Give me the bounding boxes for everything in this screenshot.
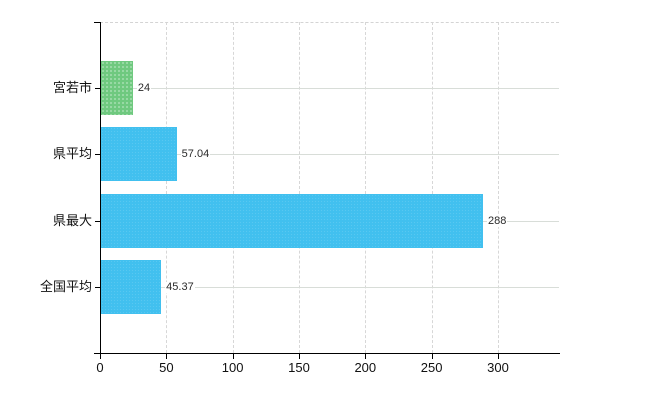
category-label: 県最大 [52,212,92,228]
plot-top-border [100,22,559,23]
x-tick [166,354,168,359]
y-tick [95,154,100,156]
y-axis-line [100,22,101,358]
x-tick-label: 100 [221,360,244,375]
bar-3[interactable] [101,193,484,248]
x-tick-label: 150 [288,360,310,375]
x-tick [365,354,367,359]
x-tick-label: 250 [420,360,443,375]
gridline-vertical [298,22,300,353]
gridline-horizontal [100,88,559,90]
y-tick [95,88,100,90]
category-label: 宮若市 [52,80,92,96]
x-axis-line [94,353,560,354]
y-axis-top-tick [94,22,100,23]
x-tick [431,354,433,359]
gridline-horizontal [100,286,559,288]
bar-value-label: 45.37 [165,280,195,293]
gridline-vertical [166,22,168,353]
gridline-vertical [365,22,367,353]
x-tick [232,354,234,359]
bar-value-label: 24 [136,82,152,95]
bar-4[interactable] [101,259,162,314]
y-tick [95,220,100,222]
x-tick-label: 50 [159,360,174,375]
gridline-vertical [232,22,234,353]
gridline-horizontal [100,154,559,156]
x-tick [497,354,499,359]
x-tick [298,354,300,359]
x-tick-label: 200 [354,360,377,375]
x-tick [100,354,101,359]
category-label: 全国平均 [39,278,92,294]
bar-1[interactable] [101,61,133,116]
gridline-vertical [431,22,433,353]
gridline-vertical [497,22,499,353]
y-tick [95,286,100,288]
bar-2[interactable] [101,127,177,182]
x-tick-label: 0 [96,360,104,375]
bar-value-label: 288 [487,214,508,227]
x-tick-label: 300 [487,360,509,375]
bar-value-label: 57.04 [180,148,211,161]
category-label: 県平均 [52,146,92,162]
